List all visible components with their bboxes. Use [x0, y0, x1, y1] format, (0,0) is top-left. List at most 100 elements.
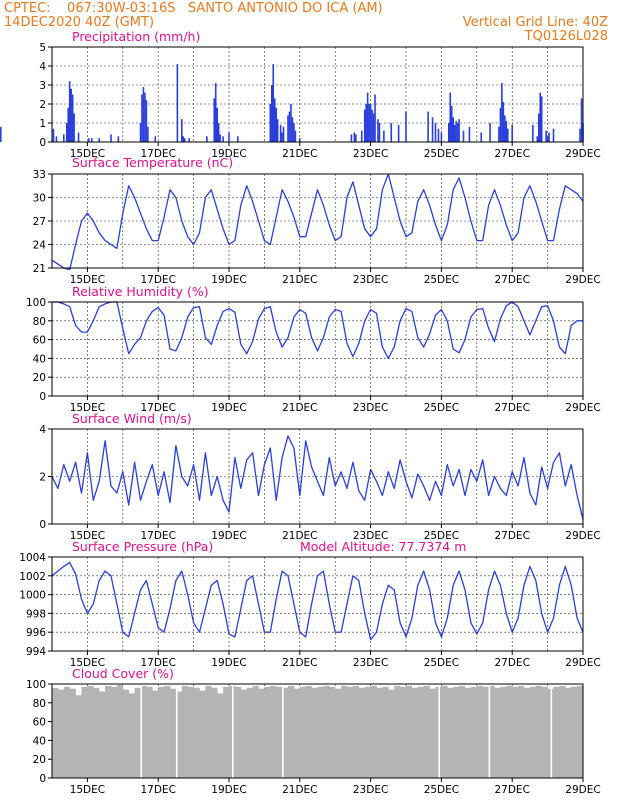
pres-series-line — [51, 561, 584, 641]
precip-date-label-6: 27DEC — [494, 148, 529, 160]
pres-date-label-7: 29DEC — [565, 657, 600, 669]
precip-bar-52 — [350, 134, 353, 142]
cloud-bar-5 — [81, 686, 88, 778]
wind-frame — [51, 428, 584, 525]
cloud-gap-0 — [140, 686, 143, 778]
precip-bar-19 — [145, 100, 148, 142]
precip-bar-69 — [405, 111, 407, 142]
temp-ytick-label-1: 24 — [33, 240, 47, 252]
precip-ytick-label-5: 5 — [39, 42, 46, 54]
cloud-bar-45 — [317, 686, 324, 778]
precip-bar-6 — [70, 88, 72, 142]
cloud-bar-66 — [441, 685, 448, 778]
temp-ytick-label-2: 27 — [33, 216, 46, 228]
cloud-bar-47 — [329, 686, 336, 778]
precipitation-panel: Precipitation (mm/h) 0 1 2 3 4 5 15DEC 17DEC 19D… — [0, 29, 601, 160]
precip-bar-3 — [65, 123, 68, 142]
precip-bar-100 — [545, 130, 547, 142]
precip-date-label-2: 19DEC — [211, 148, 246, 160]
pres-ytick-label-3: 1000 — [19, 590, 46, 602]
rh-date-label-5: 25DEC — [424, 402, 459, 414]
precip-bar-92 — [505, 121, 508, 142]
cloud-bar-35 — [258, 688, 265, 778]
cloud-bar-60 — [406, 685, 413, 778]
cloud-bar-20 — [170, 688, 177, 778]
temp-date-label-0: 15DEC — [70, 274, 105, 286]
cloud-bar-71 — [470, 686, 478, 778]
rh-date-label-1: 17DEC — [140, 402, 175, 414]
rh-date-label-3: 21DEC — [282, 402, 317, 414]
rh-ytick-label-5: 100 — [26, 297, 46, 309]
precip-bar-67 — [390, 123, 393, 142]
rh-frame — [51, 301, 584, 397]
cloud-bar-33 — [246, 687, 253, 778]
precip-bar-102 — [548, 132, 550, 142]
precip-bar-34 — [228, 132, 230, 142]
precip-bar-66 — [383, 130, 385, 142]
precip-bar-41 — [276, 119, 279, 142]
precip-ytick-label-2: 2 — [39, 99, 46, 111]
cloud-date-label-4: 23DEC — [353, 784, 388, 796]
precip-bar-99 — [540, 96, 543, 142]
wind-ytick-label-1: 2 — [39, 472, 46, 484]
cloud-bar-8 — [99, 691, 106, 778]
cloud-bar-13 — [128, 693, 135, 778]
cloud-bar-50 — [347, 686, 354, 778]
precip-bar-81 — [456, 123, 459, 142]
precip-bar-50 — [294, 130, 297, 142]
pres-ytick-label-2: 998 — [26, 608, 46, 620]
cloud-bar-48 — [335, 688, 342, 778]
rh-series-line — [52, 301, 583, 360]
pres-date-label-2: 19DEC — [211, 657, 246, 669]
precip-bar-73 — [437, 128, 440, 142]
cloud-ytick-label-5: 100 — [26, 679, 46, 691]
cloud-bar-57 — [388, 689, 395, 778]
precip-bar-68 — [397, 124, 400, 142]
cloud-bar-70 — [465, 687, 472, 778]
cloud-date-label-1: 17DEC — [140, 784, 175, 796]
precip-bar-62 — [372, 113, 375, 142]
wind-date-label-6: 27DEC — [494, 530, 529, 542]
precip-bar-10 — [88, 138, 90, 142]
cloud-bar-25 — [199, 690, 206, 778]
cloud-bar-6 — [87, 685, 94, 778]
header-model: TQ0126L028 — [524, 29, 608, 44]
precip-bar-61 — [371, 109, 373, 142]
temp-date-label-7: 29DEC — [565, 274, 600, 286]
precip-bar-29 — [214, 83, 217, 142]
wind-date-label-2: 19DEC — [211, 530, 246, 542]
precip-bar-17 — [142, 86, 145, 142]
cloud-bar-87 — [565, 687, 572, 778]
precip-bar-42 — [279, 124, 282, 142]
cloud-bar-55 — [376, 687, 383, 778]
pres-ytick-label-1: 996 — [26, 627, 46, 639]
temp-frame — [51, 173, 584, 269]
cloud-bar-9 — [105, 685, 112, 778]
precip-bar-20 — [147, 126, 149, 142]
precip-bar-103 — [552, 128, 555, 142]
cloud-bar-82 — [535, 685, 542, 778]
temperature-panel: Surface Temperature (nC) 21 24 27 30 33 15DEC… — [33, 155, 601, 286]
pres-ytick-label-5: 1004 — [19, 552, 46, 564]
precip-bar-47 — [290, 104, 292, 142]
cloud-bar-28 — [217, 693, 224, 778]
precip-bar-28 — [213, 98, 216, 142]
cloud-date-label-0: 15DEC — [70, 784, 105, 796]
cloud-date-label-3: 21DEC — [282, 784, 317, 796]
rh-ytick-label-4: 80 — [33, 316, 46, 328]
cloud-bar-51 — [352, 685, 360, 778]
precip-bar-76 — [449, 92, 452, 142]
cloud-ytick-label-2: 40 — [33, 735, 46, 747]
precip-bar-104 — [579, 128, 581, 142]
cloud-bar-36 — [264, 686, 271, 778]
precip-ytick-label-0: 0 — [39, 137, 46, 149]
precip-bar-7 — [71, 94, 74, 142]
rh-ytick-label-3: 60 — [33, 335, 46, 347]
precip-bar-5 — [68, 81, 71, 142]
cloud-bar-31 — [234, 686, 242, 778]
cloud-bar-14 — [134, 687, 141, 778]
precip-ytick-label-3: 3 — [39, 80, 46, 92]
cloud-bar-4 — [75, 695, 82, 778]
precip-bar-51 — [299, 138, 301, 142]
